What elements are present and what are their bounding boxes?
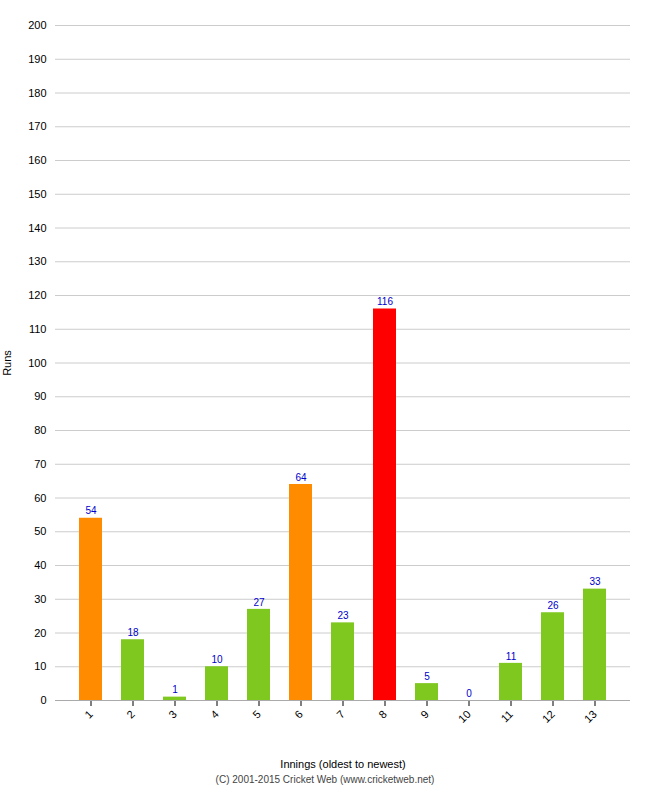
- svg-text:30: 30: [34, 593, 46, 605]
- svg-text:190: 190: [28, 53, 46, 65]
- svg-text:10: 10: [456, 708, 473, 725]
- svg-text:4: 4: [208, 708, 221, 721]
- svg-text:6: 6: [292, 708, 305, 721]
- svg-text:10: 10: [211, 654, 223, 665]
- svg-text:180: 180: [28, 87, 46, 99]
- html-text:(C) 2001-2015 Cricket Web (www: (C) 2001-2015 Cricket Web (www.cricketwe…: [215, 774, 435, 785]
- svg-text:150: 150: [28, 188, 46, 200]
- svg-text:170: 170: [28, 120, 46, 132]
- svg-text:27: 27: [253, 597, 265, 608]
- svg-text:200: 200: [28, 19, 46, 31]
- svg-text:140: 140: [28, 222, 46, 234]
- svg-text:100: 100: [28, 357, 46, 369]
- svg-text:120: 120: [28, 289, 46, 301]
- svg-text:3: 3: [166, 708, 179, 721]
- svg-text:1: 1: [82, 708, 95, 721]
- svg-text:11: 11: [498, 708, 515, 725]
- svg-text:20: 20: [34, 627, 46, 639]
- svg-text:40: 40: [34, 559, 46, 571]
- svg-text:Innings (oldest to newest): Innings (oldest to newest): [280, 758, 405, 770]
- svg-text:5: 5: [424, 671, 430, 682]
- svg-text:33: 33: [589, 576, 601, 587]
- svg-text:5: 5: [250, 708, 263, 721]
- svg-text:Runs: Runs: [1, 350, 13, 376]
- svg-text:50: 50: [34, 525, 46, 537]
- svg-text:26: 26: [547, 600, 559, 611]
- svg-text:10: 10: [34, 660, 46, 672]
- svg-text:90: 90: [34, 390, 46, 402]
- svg-text:11: 11: [506, 651, 517, 662]
- svg-text:0: 0: [466, 688, 472, 699]
- svg-text:8: 8: [376, 708, 389, 721]
- svg-text:110: 110: [29, 323, 47, 335]
- svg-text:80: 80: [34, 424, 46, 436]
- svg-text:9: 9: [418, 708, 431, 721]
- svg-text:1: 1: [172, 684, 178, 695]
- svg-text:130: 130: [28, 255, 46, 267]
- svg-text:64: 64: [295, 472, 307, 483]
- svg-text:60: 60: [34, 492, 46, 504]
- svg-text:23: 23: [337, 610, 349, 621]
- svg-text:160: 160: [28, 154, 46, 166]
- svg-text:2: 2: [124, 708, 137, 721]
- svg-text:13: 13: [582, 708, 599, 725]
- svg-text:0: 0: [40, 694, 46, 706]
- svg-text:70: 70: [34, 458, 46, 470]
- svg-text:54: 54: [85, 505, 97, 516]
- svg-text:18: 18: [127, 627, 139, 638]
- svg-text:12: 12: [540, 708, 557, 725]
- svg-text:116: 116: [377, 296, 393, 307]
- svg-text:7: 7: [334, 708, 347, 721]
